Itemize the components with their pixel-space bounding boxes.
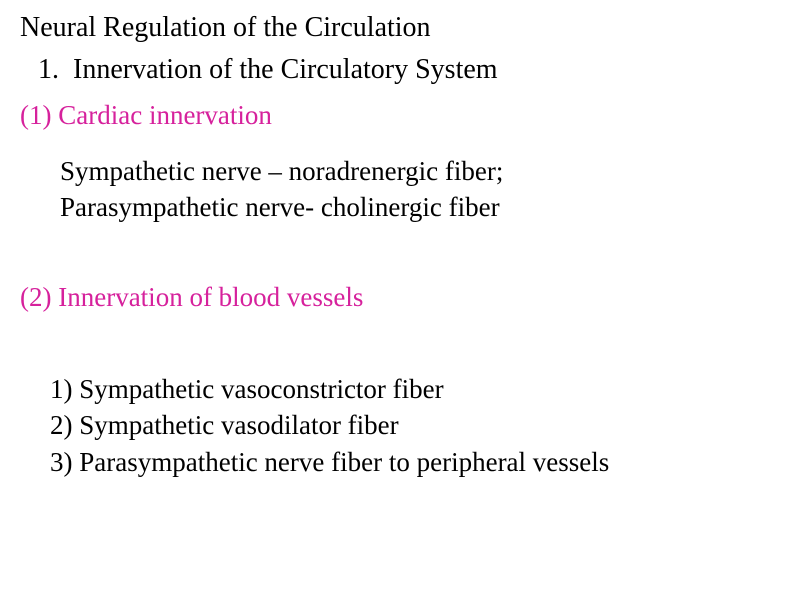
sub2-list: 1) Sympathetic vasoconstrictor fiber 2) … — [50, 371, 780, 480]
subsection-2-heading: (2) Innervation of blood vessels — [20, 282, 780, 313]
slide-title: Neural Regulation of the Circulation — [20, 12, 780, 44]
section-heading: 1. Innervation of the Circulatory System — [38, 54, 780, 86]
sub1-marker: (1) — [20, 100, 51, 130]
list-item: 2) Sympathetic vasodilator fiber — [50, 407, 780, 443]
subsection-1-heading: (1) Cardiac innervation — [20, 100, 780, 131]
list-item: 3) Parasympathetic nerve fiber to periph… — [50, 444, 780, 480]
sub1-label: Cardiac innervation — [58, 100, 272, 130]
section-label: Innervation of the Circulatory System — [73, 54, 498, 85]
sub1-line2: Parasympathetic nerve- cholinergic fiber — [60, 189, 780, 225]
spacer — [20, 335, 780, 371]
list-item: 1) Sympathetic vasoconstrictor fiber — [50, 371, 780, 407]
sub1-body: Sympathetic nerve – noradrenergic fiber;… — [60, 153, 780, 226]
sub2-marker: (2) — [20, 282, 51, 312]
sub2-label: Innervation of blood vessels — [58, 282, 363, 312]
sub1-line1: Sympathetic nerve – noradrenergic fiber; — [60, 153, 780, 189]
slide-container: Neural Regulation of the Circulation 1. … — [0, 0, 800, 600]
spacer — [20, 226, 780, 282]
section-number: 1. — [38, 54, 59, 85]
